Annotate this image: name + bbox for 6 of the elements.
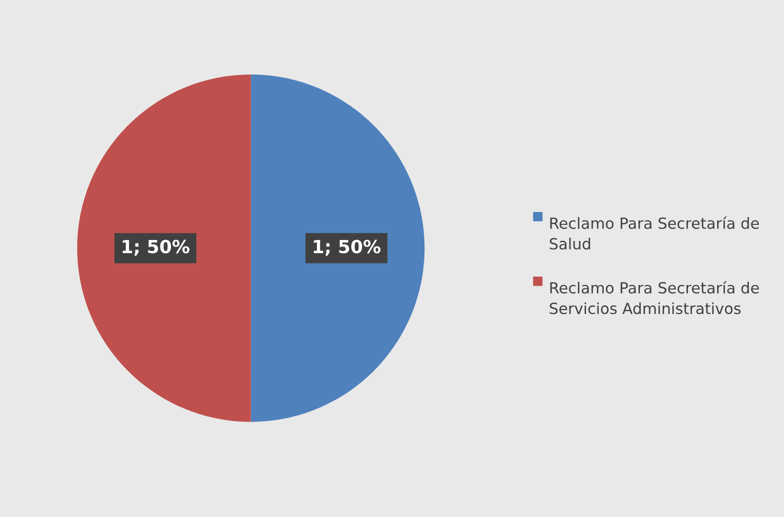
legend-label: Reclamo Para Secretaría de Salud xyxy=(550,216,759,250)
pie-slice xyxy=(77,74,251,422)
data-label: 1; 50% xyxy=(122,240,190,256)
pie-slice xyxy=(250,74,425,422)
data-label: 1; 50% xyxy=(314,240,380,256)
legend-label: Reclamo Para Secretaría de Servicios Administrativos xyxy=(550,281,759,314)
